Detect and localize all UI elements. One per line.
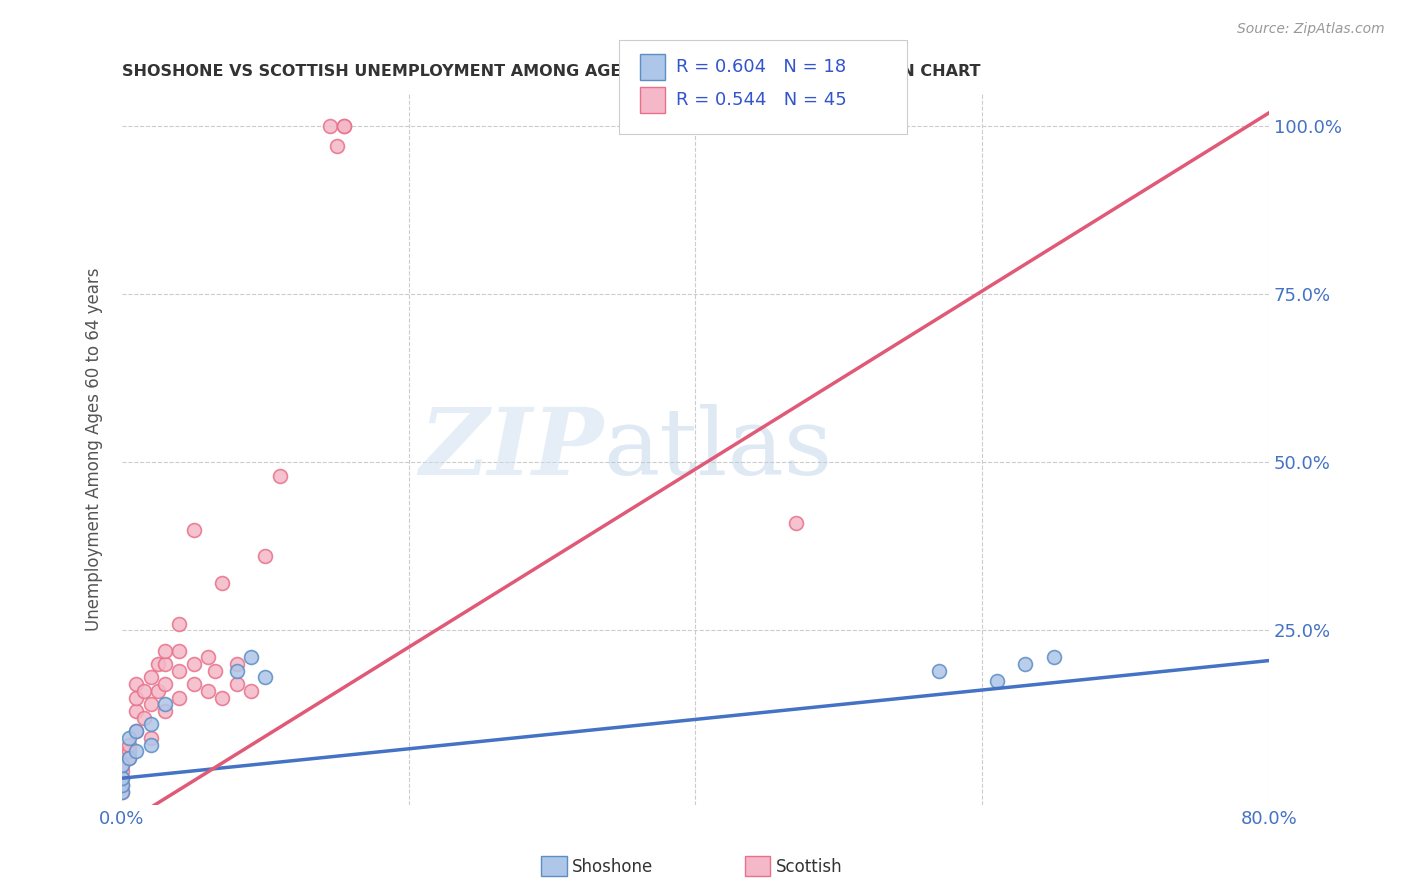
Text: Source: ZipAtlas.com: Source: ZipAtlas.com: [1237, 22, 1385, 37]
Point: [211, 576, 233, 591]
Point: [139, 698, 162, 712]
Point: [111, 778, 134, 792]
Point: [153, 698, 176, 712]
Point: [333, 120, 356, 134]
Point: [785, 516, 807, 530]
Point: [254, 549, 277, 564]
Point: [139, 670, 162, 684]
Point: [111, 771, 134, 785]
Point: [125, 724, 148, 739]
Point: [1014, 657, 1036, 671]
Text: R = 0.544   N = 45: R = 0.544 N = 45: [676, 91, 846, 109]
Point: [111, 757, 134, 772]
Point: [197, 650, 219, 665]
Text: Scottish: Scottish: [776, 858, 842, 876]
Point: [1043, 650, 1066, 665]
Point: [269, 468, 291, 483]
Point: [169, 664, 191, 678]
Point: [225, 677, 247, 691]
Point: [153, 643, 176, 657]
Point: [183, 677, 205, 691]
Point: [986, 673, 1008, 688]
Text: Shoshone: Shoshone: [572, 858, 654, 876]
Point: [928, 664, 950, 678]
Point: [118, 731, 141, 745]
Point: [153, 677, 176, 691]
Point: [254, 670, 277, 684]
Point: [118, 738, 141, 752]
Point: [197, 683, 219, 698]
Point: [225, 657, 247, 671]
Point: [132, 683, 155, 698]
Point: [111, 778, 134, 792]
Point: [169, 616, 191, 631]
Point: [111, 757, 134, 772]
Point: [211, 690, 233, 705]
Text: SHOSHONE VS SCOTTISH UNEMPLOYMENT AMONG AGES 60 TO 64 YEARS CORRELATION CHART: SHOSHONE VS SCOTTISH UNEMPLOYMENT AMONG …: [122, 64, 980, 79]
Point: [118, 751, 141, 765]
Point: [169, 643, 191, 657]
Point: [204, 664, 226, 678]
Point: [146, 657, 169, 671]
Y-axis label: Unemployment Among Ages 60 to 64 years: Unemployment Among Ages 60 to 64 years: [86, 267, 103, 631]
Point: [125, 744, 148, 758]
Text: atlas: atlas: [603, 404, 832, 494]
Point: [153, 657, 176, 671]
Point: [240, 650, 263, 665]
Point: [139, 738, 162, 752]
Point: [326, 139, 349, 153]
Point: [118, 744, 141, 758]
Point: [169, 690, 191, 705]
Point: [111, 764, 134, 779]
Point: [125, 677, 148, 691]
Point: [139, 717, 162, 731]
Point: [240, 683, 263, 698]
Text: R = 0.604   N = 18: R = 0.604 N = 18: [676, 58, 846, 76]
Point: [333, 120, 356, 134]
Point: [125, 690, 148, 705]
Point: [225, 664, 247, 678]
Point: [139, 731, 162, 745]
Point: [111, 784, 134, 798]
Point: [111, 784, 134, 798]
Point: [132, 711, 155, 725]
Point: [111, 771, 134, 785]
Point: [118, 751, 141, 765]
Point: [319, 120, 342, 134]
Point: [183, 657, 205, 671]
Point: [125, 724, 148, 739]
Point: [153, 704, 176, 718]
Text: ZIP: ZIP: [419, 404, 603, 494]
Point: [146, 683, 169, 698]
Point: [183, 523, 205, 537]
Point: [125, 704, 148, 718]
